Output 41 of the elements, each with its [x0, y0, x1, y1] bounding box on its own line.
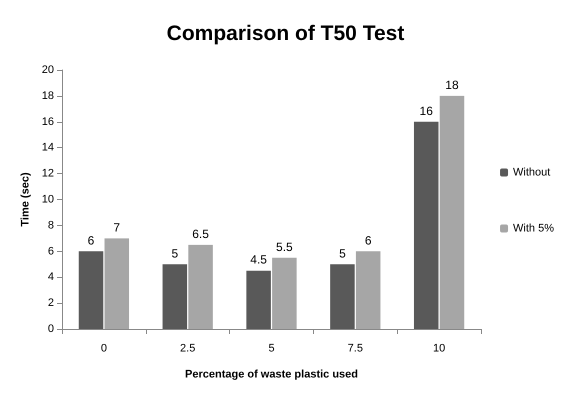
y-tick-label: 4: [48, 271, 54, 284]
y-tick-label: 6: [48, 245, 54, 258]
y-tick-label: 8: [48, 219, 54, 232]
y-tick-label: 12: [42, 168, 54, 180]
data-label: 16: [420, 104, 434, 118]
bar: [414, 122, 438, 329]
x-tick-label: 7.5: [348, 342, 363, 354]
data-label: 6: [88, 233, 95, 248]
legend-label: With 5%: [513, 222, 554, 234]
y-tick-label: 18: [42, 90, 54, 102]
data-label: 18: [445, 78, 459, 92]
bar: [246, 270, 271, 329]
y-tick-label: 10: [42, 194, 54, 206]
data-label: 7: [113, 220, 120, 234]
bar: [330, 264, 355, 329]
x-tick-label: 2.5: [180, 342, 196, 354]
data-label: 5: [171, 246, 178, 260]
x-tick-label: 10: [432, 342, 446, 354]
y-axis-title: Time (sec): [19, 172, 32, 227]
bar: [356, 251, 380, 329]
y-tick-label: 16: [42, 116, 54, 128]
bar: [162, 264, 188, 329]
chart-title: Comparison of T50 Test: [166, 22, 404, 45]
x-tick-label: 5: [268, 342, 275, 354]
bar: [78, 251, 104, 329]
data-label: 6: [364, 233, 372, 248]
data-label: 6.5: [192, 226, 210, 241]
data-label: 5.5: [276, 240, 294, 254]
legend-label: Without: [513, 166, 550, 178]
x-axis-title: Percentage of waste plastic used: [184, 368, 358, 380]
y-tick-label: 2: [48, 297, 54, 310]
bar: [104, 238, 130, 329]
data-label: 4.5: [250, 252, 268, 267]
y-tick-label: 0: [48, 323, 54, 335]
y-tick-label: 20: [42, 64, 54, 76]
bar: [188, 244, 213, 329]
bar: [272, 258, 297, 329]
data-label: 5: [339, 246, 346, 260]
y-tick-label: 14: [42, 142, 54, 154]
x-tick-label: 0: [100, 342, 107, 354]
bar: [440, 96, 464, 329]
